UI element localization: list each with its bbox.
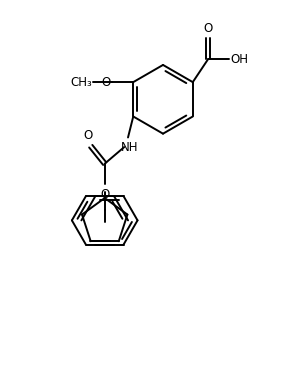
Text: NH: NH <box>121 141 138 154</box>
Text: O: O <box>203 22 213 35</box>
Text: CH₃: CH₃ <box>70 75 92 89</box>
Text: O: O <box>102 75 111 89</box>
Text: O: O <box>100 187 109 201</box>
Text: O: O <box>84 129 93 142</box>
Text: OH: OH <box>230 53 248 66</box>
